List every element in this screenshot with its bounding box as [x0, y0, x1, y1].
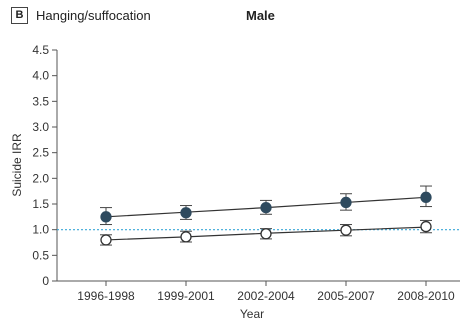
y-tick-label: 2.0 — [32, 171, 49, 185]
y-tick-label: 3.0 — [32, 120, 49, 134]
x-tick-label: 2002-2004 — [237, 289, 295, 303]
data-point — [420, 220, 432, 233]
y-tick-label: 3.5 — [32, 94, 49, 108]
data-point — [180, 231, 192, 243]
y-tick-label: 4.0 — [32, 69, 49, 83]
y-tick-label: 0.5 — [32, 248, 49, 262]
data-point — [340, 224, 352, 236]
x-tick-label: 2008-2010 — [397, 289, 455, 303]
y-tick-label: 0 — [42, 274, 49, 288]
y-axis-title: Suicide IRR — [10, 133, 24, 197]
data-point — [100, 211, 112, 223]
data-point — [100, 234, 112, 246]
data-point — [340, 196, 352, 209]
x-tick-label: 2005-2007 — [317, 289, 375, 303]
series-group — [100, 185, 432, 246]
series-1 — [100, 185, 432, 226]
panel-header: B Hanging/suffocation Male — [0, 0, 462, 30]
x-tick-label: 1996-1998 — [77, 289, 135, 303]
y-tick-label: 1.5 — [32, 197, 49, 211]
panel-title: Hanging/suffocation — [36, 8, 151, 23]
x-axis-title: Year — [240, 307, 264, 321]
data-point — [260, 228, 272, 240]
data-point — [260, 201, 272, 214]
axes: 0 0.5 1.0 1.5 2.0 2.5 3.0 3.5 4.0 4.5 1996-1998 199… — [32, 43, 460, 303]
y-tick-label: 4.5 — [32, 43, 49, 57]
panel-label-badge: B — [11, 7, 28, 24]
data-point — [180, 207, 192, 219]
x-tick-label: 1999-2001 — [157, 289, 215, 303]
panel-subtitle: Male — [246, 8, 275, 23]
series-2 — [100, 219, 432, 246]
y-tick-label: 2.5 — [32, 146, 49, 160]
y-tick-label: 1.0 — [32, 223, 49, 237]
data-point — [420, 191, 432, 203]
